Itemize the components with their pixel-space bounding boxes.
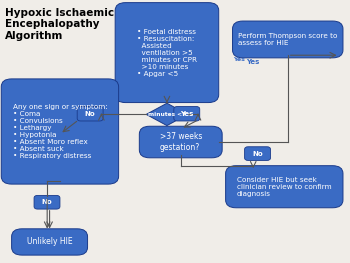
FancyBboxPatch shape: [139, 126, 222, 158]
FancyBboxPatch shape: [245, 147, 271, 160]
Text: minutes <7: minutes <7: [148, 112, 186, 117]
FancyBboxPatch shape: [232, 21, 343, 58]
Text: Yes: Yes: [233, 57, 245, 62]
Polygon shape: [146, 103, 188, 126]
FancyBboxPatch shape: [12, 229, 88, 255]
Text: Perform Thompson score to
assess for HIE: Perform Thompson score to assess for HIE: [238, 33, 337, 46]
Text: >37 weeks
gestation?: >37 weeks gestation?: [160, 132, 202, 152]
Text: Yes: Yes: [246, 59, 260, 65]
Text: Hypoxic Ischaemic
Encephalopathy
Algorithm: Hypoxic Ischaemic Encephalopathy Algorit…: [5, 8, 114, 41]
Text: Unlikely HIE: Unlikely HIE: [27, 237, 72, 246]
Text: No: No: [42, 199, 52, 205]
Text: Any one sign or symptom:
• Coma
• Convulsions
• Lethargy
• Hypotonia
• Absent Mo: Any one sign or symptom: • Coma • Convul…: [13, 104, 107, 159]
FancyBboxPatch shape: [77, 107, 103, 121]
FancyBboxPatch shape: [1, 79, 119, 184]
Text: No: No: [252, 151, 263, 156]
FancyBboxPatch shape: [34, 195, 60, 209]
FancyBboxPatch shape: [115, 3, 219, 103]
FancyBboxPatch shape: [174, 107, 200, 121]
Text: Yes: Yes: [180, 111, 194, 117]
Text: • Foetal distress
• Resuscitation:
  Assisted
  ventilation >5
  minutes or CPR
: • Foetal distress • Resuscitation: Assis…: [137, 29, 197, 77]
Text: Consider HIE but seek
clinician review to confirm
diagnosis: Consider HIE but seek clinician review t…: [237, 177, 331, 197]
Text: No: No: [85, 111, 96, 117]
FancyBboxPatch shape: [226, 166, 343, 208]
